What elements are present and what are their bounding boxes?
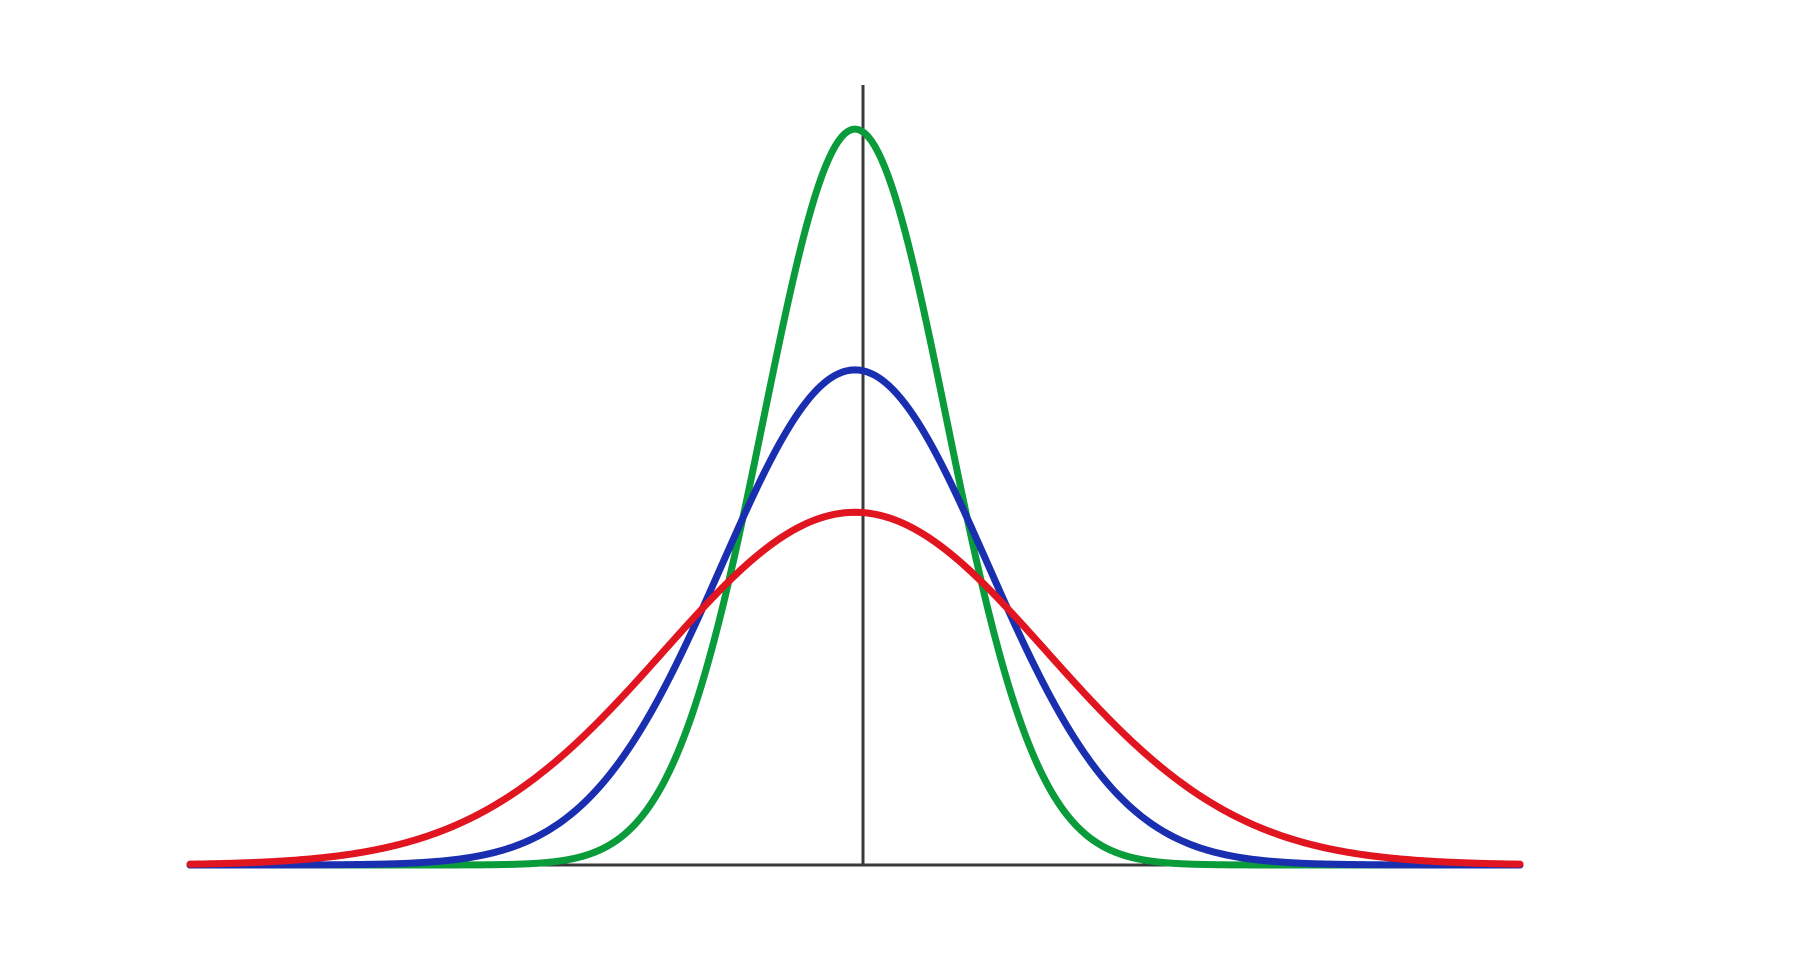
green-curve <box>190 129 1520 865</box>
blue-curve <box>190 370 1520 865</box>
normal-distribution-chart <box>0 0 1813 980</box>
chart-svg <box>0 0 1813 980</box>
red-curve <box>190 512 1520 864</box>
